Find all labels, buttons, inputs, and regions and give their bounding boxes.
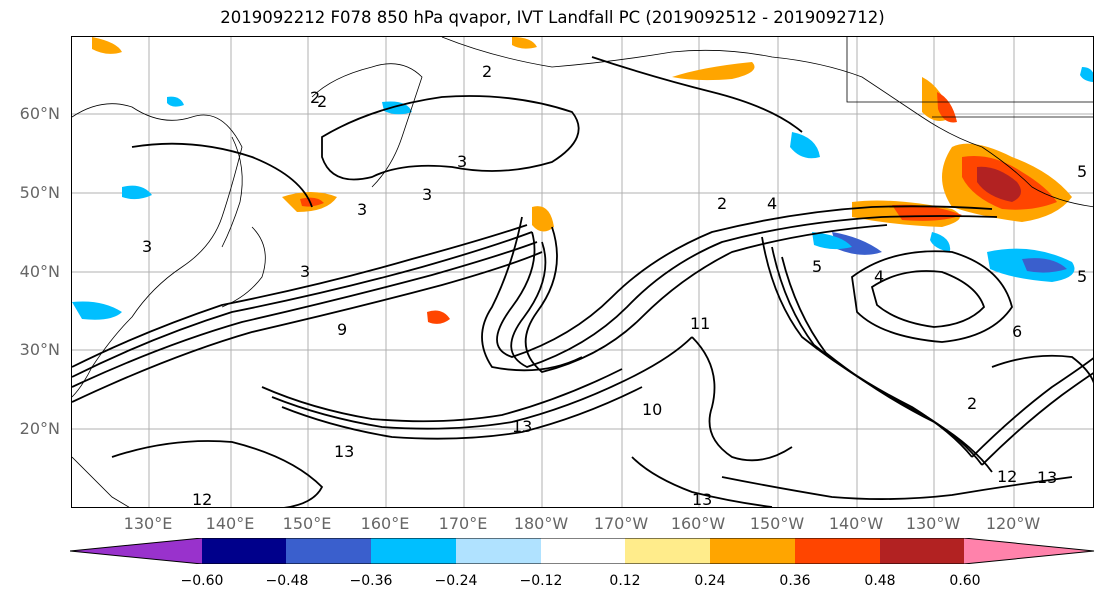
colorbar-swatch bbox=[710, 538, 796, 564]
lon-label: 140°E bbox=[205, 514, 255, 533]
lon-label: 160°W bbox=[670, 514, 726, 533]
contour-label: 2 bbox=[317, 92, 327, 111]
contour-label-group: 2 2 2 3 3 3 3 3 4 4 5 5 6 9 10 11 12 12 … bbox=[142, 62, 1087, 508]
contour-label: 13 bbox=[1037, 468, 1057, 487]
contour-label: 13 bbox=[692, 490, 712, 508]
colorbar-swatch bbox=[286, 538, 372, 564]
map-canvas: 2 2 2 3 3 3 3 3 4 4 5 5 6 9 10 11 12 12 … bbox=[72, 37, 1093, 508]
contour-label: 3 bbox=[457, 152, 467, 171]
lon-label: 170°W bbox=[593, 514, 649, 533]
map-panel: 2 2 2 3 3 3 3 3 4 4 5 5 6 9 10 11 12 12 … bbox=[71, 36, 1094, 508]
contour-label: 13 bbox=[512, 417, 532, 436]
colorbar-tick-label: 0.24 bbox=[694, 573, 726, 589]
coastlines bbox=[72, 37, 1093, 507]
colorbar-svg bbox=[69, 537, 1095, 565]
colorbar-tick-label: 0.60 bbox=[949, 573, 981, 589]
colorbar-tick-label: 0.48 bbox=[864, 573, 896, 589]
colorbar-tick-label: −0.12 bbox=[519, 573, 563, 589]
lon-label: 160°E bbox=[360, 514, 410, 533]
lat-label: 60°N bbox=[19, 104, 60, 123]
contour-label: 9 bbox=[337, 320, 347, 339]
lon-label: 180°W bbox=[513, 514, 569, 533]
lon-label: 140°W bbox=[828, 514, 884, 533]
colorbar-tick-label: −0.24 bbox=[434, 573, 478, 589]
map-title: 2019092212 F078 850 hPa qvapor, IVT Land… bbox=[220, 8, 885, 27]
contour-label: 13 bbox=[334, 442, 354, 461]
ivt-contours bbox=[72, 56, 1093, 507]
lat-label: 40°N bbox=[19, 262, 60, 281]
contour-label: 5 bbox=[1077, 162, 1087, 181]
lon-label: 150°W bbox=[749, 514, 805, 533]
lat-label: 50°N bbox=[19, 183, 60, 202]
contour-label: 11 bbox=[690, 314, 710, 333]
lat-label: 20°N bbox=[19, 419, 60, 438]
contour-label: 3 bbox=[142, 237, 152, 256]
contour-label: 4 bbox=[767, 194, 777, 213]
colorbar-swatch bbox=[371, 538, 457, 564]
colorbar-tick-label: −0.60 bbox=[180, 573, 224, 589]
contour-label: 10 bbox=[642, 400, 662, 419]
colorbar-swatch bbox=[456, 538, 542, 564]
lon-label: 120°W bbox=[985, 514, 1041, 533]
contour-label: 2 bbox=[967, 394, 977, 413]
lon-label: 130°E bbox=[123, 514, 173, 533]
colorbar-tick-label: −0.36 bbox=[349, 573, 393, 589]
lon-label: 150°E bbox=[282, 514, 332, 533]
colorbar-tick-label: 0.12 bbox=[609, 573, 641, 589]
contour-label: 5 bbox=[1077, 267, 1087, 286]
lon-label: 170°E bbox=[438, 514, 488, 533]
colorbar-extend-right bbox=[964, 538, 1094, 564]
colorbar-extend-left bbox=[70, 538, 202, 564]
contour-label: 2 bbox=[310, 88, 320, 107]
contour-label: 3 bbox=[357, 200, 367, 219]
contour-label: 4 bbox=[874, 267, 884, 286]
contour-label: 12 bbox=[997, 467, 1017, 486]
colorbar-swatch bbox=[625, 538, 711, 564]
colorbar bbox=[69, 537, 1096, 568]
lon-label: 130°W bbox=[905, 514, 961, 533]
colorbar-tick-label: −0.48 bbox=[265, 573, 309, 589]
colorbar-tick-label: 0.36 bbox=[779, 573, 811, 589]
contour-label: 2 bbox=[717, 194, 727, 213]
contour-label: 3 bbox=[422, 185, 432, 204]
colorbar-swatch bbox=[880, 538, 965, 564]
contour-label: 6 bbox=[1012, 322, 1022, 341]
contour-label: 2 bbox=[482, 62, 492, 81]
lat-label: 30°N bbox=[19, 340, 60, 359]
colorbar-swatch bbox=[202, 538, 287, 564]
colorbar-swatch bbox=[795, 538, 881, 564]
contour-label: 12 bbox=[192, 490, 212, 508]
contour-label: 5 bbox=[812, 257, 822, 276]
contour-label: 3 bbox=[300, 262, 310, 281]
colorbar-swatch bbox=[541, 538, 626, 564]
anomaly-shading bbox=[72, 37, 1093, 324]
